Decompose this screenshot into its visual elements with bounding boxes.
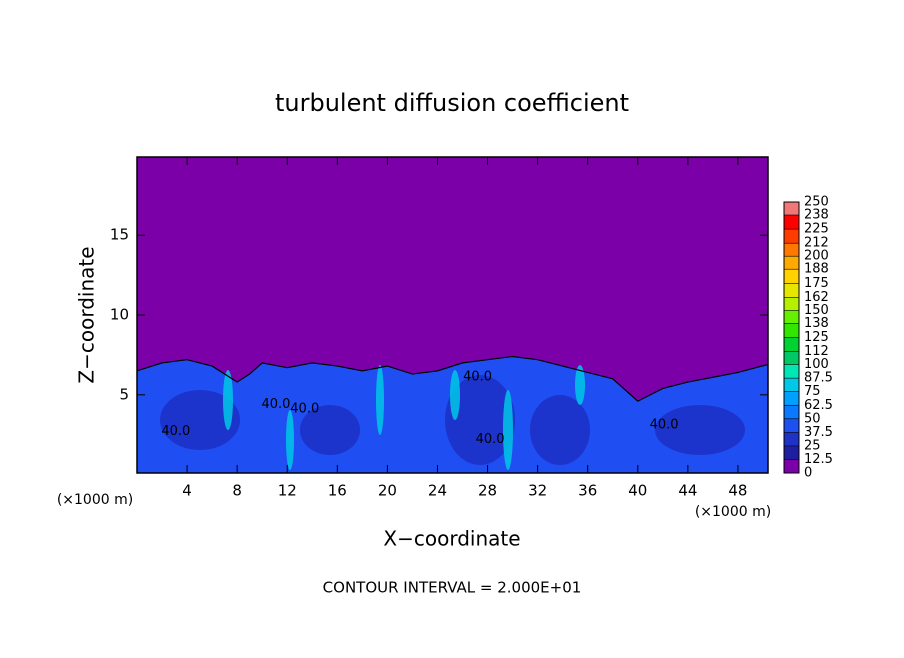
colorbar-bin (784, 243, 799, 257)
colorbar-bin (784, 418, 799, 433)
colorbar-label: 75 (804, 384, 821, 399)
colorbar-label: 188 (804, 262, 829, 277)
colorbar-bin (784, 445, 799, 460)
colorbar-label: 175 (804, 276, 829, 291)
colorbar-bin (784, 297, 799, 311)
field-patch (445, 375, 515, 465)
x-tick-label: 12 (278, 482, 297, 500)
colorbar-label: 62.5 (804, 398, 833, 413)
colorbar-label: 50 (804, 411, 821, 426)
x-tick-label: 4 (182, 482, 192, 500)
colorbar-bin (784, 459, 799, 473)
x-unit-label: (×1000 m) (57, 492, 133, 508)
contour-label: 40.0 (261, 397, 290, 412)
colorbar-bin (784, 269, 799, 284)
colorbar-bin (784, 378, 799, 392)
colorbar-label: 0 (804, 466, 812, 481)
x-tick-label: 32 (528, 482, 547, 500)
colorbar-label: 162 (804, 290, 829, 305)
field-streak (376, 365, 384, 435)
y-tick-label: 5 (119, 385, 129, 403)
colorbar-label: 37.5 (804, 425, 833, 440)
colorbar-label: 225 (804, 222, 829, 237)
colorbar-label: 138 (804, 316, 829, 331)
colorbar-bin (784, 283, 799, 298)
y-tick-label: 15 (110, 226, 129, 244)
x-tick-label: 48 (728, 482, 747, 500)
footer: CONTOUR INTERVAL = 2.000E+01 (323, 579, 582, 597)
contour-label: 40.0 (476, 432, 505, 447)
y-tick-label: 10 (110, 306, 129, 324)
contour-label: 40.0 (650, 418, 679, 433)
x-tick-label: 16 (328, 482, 347, 500)
contour-label: 40.0 (290, 402, 319, 417)
field-streak (450, 370, 460, 420)
x-axis-label: X−coordinate (383, 527, 520, 551)
colorbar-bin (784, 391, 799, 406)
colorbar-label: 212 (804, 236, 829, 251)
field-patch (655, 405, 745, 455)
x-tick-label: 28 (478, 482, 497, 500)
contour-label: 40.0 (463, 370, 492, 385)
colorbar-bin (784, 364, 799, 379)
colorbar-label: 250 (804, 195, 829, 210)
x-tick-label: 36 (578, 482, 597, 500)
field-streak (575, 365, 585, 405)
x-tick-label: 8 (232, 482, 242, 500)
colorbar-label: 25 (804, 438, 821, 453)
colorbar-label: 87.5 (804, 371, 833, 386)
colorbar-bin (784, 337, 799, 352)
x-tick-label: 24 (428, 482, 447, 500)
field-patch (300, 405, 360, 455)
colorbar-bin (784, 323, 799, 338)
x-unit-label: (×1000 m) (695, 504, 771, 520)
x-tick-label: 44 (678, 482, 697, 500)
x-tick-label: 20 (378, 482, 397, 500)
field-streak (503, 390, 513, 470)
colorbar-label: 125 (804, 330, 829, 345)
contour-line (136, 355, 769, 402)
colorbar-bin (784, 405, 799, 419)
colorbar-label: 200 (804, 249, 829, 264)
field-patch (160, 390, 240, 450)
colorbar-label: 238 (804, 208, 829, 223)
x-tick-label: 40 (628, 482, 647, 500)
colorbar-bin (784, 202, 799, 216)
colorbar-bin (784, 229, 799, 244)
colorbar-bin (784, 351, 799, 365)
field-streak (286, 410, 294, 470)
colorbar-bin (784, 310, 799, 324)
colorbar-label: 100 (804, 357, 829, 372)
colorbar-bin (784, 432, 799, 446)
colorbar-bin (784, 256, 799, 270)
field-patch (530, 395, 590, 465)
colorbar-label: 150 (804, 303, 829, 318)
colorbar-label: 112 (804, 344, 829, 359)
colorbar-label: 12.5 (804, 452, 833, 467)
contour-label: 40.0 (161, 424, 190, 439)
y-axis-label: Z−coordinate (75, 246, 99, 383)
field-streak (223, 370, 233, 430)
chart-title: turbulent diffusion coefficient (275, 89, 629, 117)
colorbar-bin (784, 215, 799, 230)
